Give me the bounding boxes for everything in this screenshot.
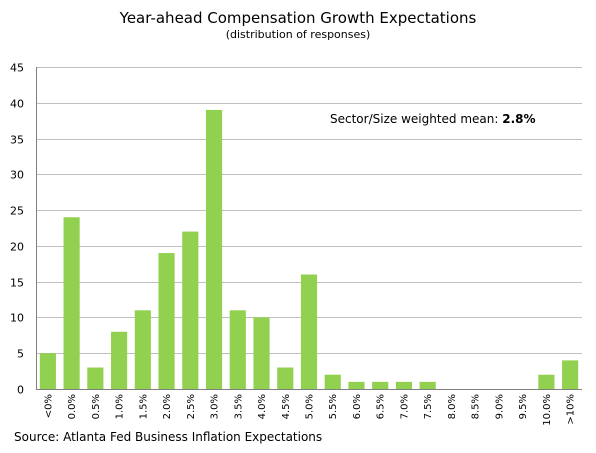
y-tick-label: 20 [10,241,24,254]
y-tick-label: 35 [10,134,24,147]
x-tick-label: >10% [566,394,577,425]
x-tick-label: 6.0% [352,394,363,419]
weighted-mean-value: 2.8% [502,112,536,126]
bar [253,317,270,389]
x-tick-label: 1.5% [138,394,149,419]
x-tick-label: 5.0% [305,394,316,419]
bar [277,367,294,389]
bar [538,374,555,389]
bar [87,367,104,389]
y-tick-label: 45 [10,62,24,75]
x-tick-label: 9.5% [518,394,529,419]
bar [134,310,151,389]
weighted-mean-annotation: Sector/Size weighted mean: 2.8% [330,112,536,127]
x-tick-label: 4.0% [257,394,268,419]
x-tick-label: 5.5% [328,394,339,419]
chart-title: Year-ahead Compensation Growth Expectati… [119,9,477,27]
x-tick-label: 9.0% [494,394,505,419]
bar [158,253,175,389]
x-tick-label: 6.5% [376,394,387,419]
x-tick-label: 4.5% [281,394,292,419]
bar [419,381,436,389]
weighted-mean-label: Sector/Size weighted mean: [330,112,499,126]
source-note: Source: Atlanta Fed Business Inflation E… [14,430,323,444]
x-tick-label: 0.5% [91,394,102,419]
y-tick-label: 0 [17,384,24,397]
x-tick-label: 7.5% [423,394,434,419]
x-tick-label: 1.0% [115,394,126,419]
y-tick-label: 15 [10,277,24,290]
bar [182,231,199,389]
bar [324,374,341,389]
x-tick-label: 3.5% [233,394,244,419]
x-tick-label: 3.0% [210,394,221,419]
x-tick-label: <0% [43,394,54,418]
bar [63,217,80,389]
x-tick-label: 2.5% [186,394,197,419]
x-tick-label: 8.5% [471,394,482,419]
bar [39,353,56,389]
bar [562,360,579,389]
x-tick-label: 0.0% [67,394,78,419]
y-tick-label: 25 [10,205,24,218]
bar [111,331,128,389]
y-tick-label: 10 [10,312,24,325]
x-tick-label: 10.0% [542,394,553,426]
bar [205,109,223,390]
x-tick-label: 8.0% [447,394,458,419]
y-tick-label: 40 [10,98,24,111]
bar [229,310,246,389]
bar [395,381,413,389]
chart-subtitle: (distribution of responses) [225,28,371,41]
bar [348,381,365,389]
y-tick-label: 30 [10,169,24,182]
y-tick-label: 5 [17,348,24,361]
x-tick-label: 7.0% [399,394,410,419]
x-tick-label: 2.0% [162,394,173,419]
bar [300,274,318,389]
bar [372,381,389,389]
